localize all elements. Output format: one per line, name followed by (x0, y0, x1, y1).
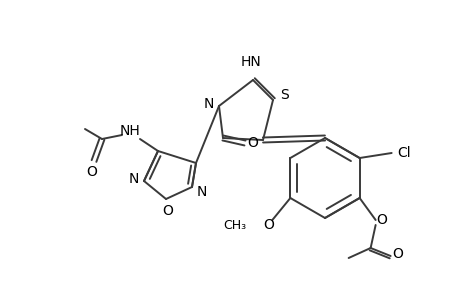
Text: O: O (375, 213, 386, 227)
Text: N: N (203, 97, 214, 111)
Text: O: O (263, 218, 273, 232)
Text: N: N (196, 185, 207, 199)
Text: N: N (129, 172, 139, 186)
Text: O: O (86, 165, 97, 179)
Text: S: S (280, 88, 289, 102)
Text: HN: HN (240, 55, 261, 69)
Text: O: O (392, 247, 402, 261)
Text: NH: NH (119, 124, 140, 138)
Text: O: O (162, 204, 173, 218)
Text: Cl: Cl (396, 146, 409, 160)
Text: CH₃: CH₃ (223, 218, 246, 232)
Text: O: O (247, 136, 258, 150)
